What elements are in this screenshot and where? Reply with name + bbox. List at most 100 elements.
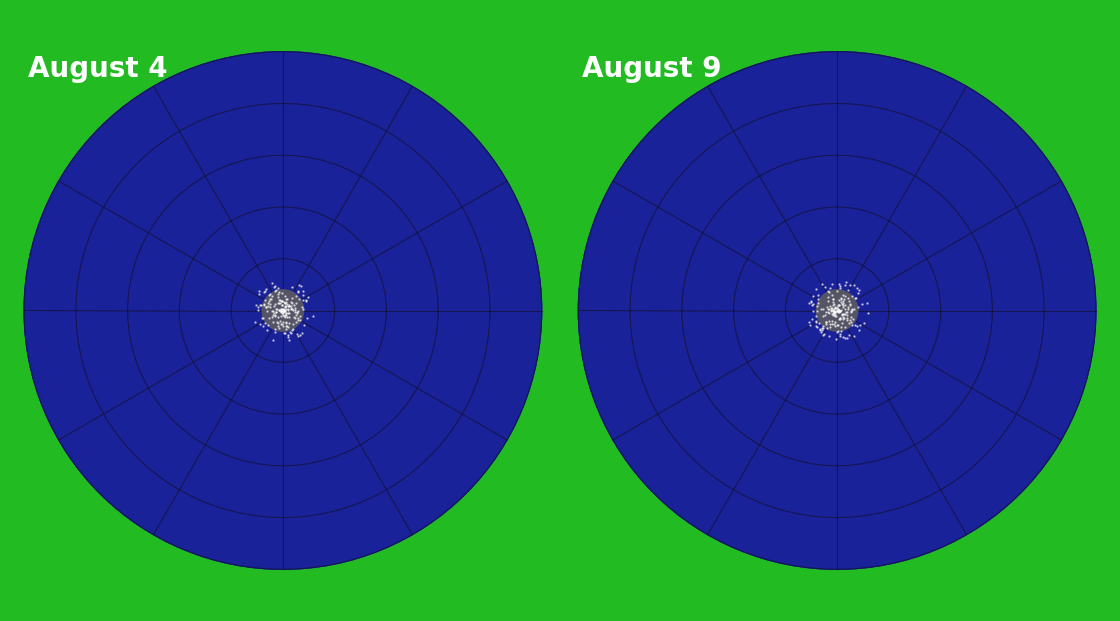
Point <box>821 301 839 310</box>
Point <box>840 319 858 329</box>
Point <box>836 309 853 319</box>
Point <box>823 309 841 319</box>
Point <box>291 311 309 321</box>
Point <box>830 300 848 310</box>
Point <box>825 319 843 329</box>
Point <box>823 305 841 315</box>
Point <box>824 294 842 304</box>
Point <box>295 304 312 314</box>
Point <box>844 280 862 290</box>
Point <box>827 306 844 316</box>
Point <box>279 299 297 309</box>
Point <box>263 306 281 316</box>
Point <box>819 307 837 317</box>
Point <box>830 306 848 316</box>
Point <box>820 315 838 325</box>
Point <box>834 289 852 299</box>
Point <box>824 307 842 317</box>
Point <box>263 278 281 288</box>
Point <box>270 295 288 305</box>
Point <box>810 289 828 299</box>
Point <box>818 324 836 333</box>
Point <box>840 330 858 340</box>
Point <box>278 317 296 327</box>
Point <box>828 334 846 344</box>
Point <box>843 306 861 315</box>
Point <box>277 301 295 311</box>
Point <box>804 299 822 309</box>
Point <box>274 306 292 315</box>
Point <box>276 302 293 312</box>
Point <box>274 317 292 327</box>
Point <box>832 293 850 303</box>
Point <box>834 312 852 322</box>
Point <box>273 306 291 315</box>
Point <box>268 317 286 327</box>
Point <box>278 317 296 327</box>
Point <box>279 332 297 342</box>
Point <box>804 306 822 316</box>
Point <box>830 314 848 324</box>
Point <box>837 299 855 309</box>
Point <box>832 304 850 314</box>
Point <box>837 280 855 290</box>
Point <box>288 307 306 317</box>
Text: August 9: August 9 <box>581 55 721 83</box>
Point <box>806 284 824 294</box>
Point <box>255 301 273 310</box>
Point <box>279 301 297 310</box>
Point <box>847 293 865 303</box>
Point <box>265 327 283 337</box>
Point <box>828 306 846 315</box>
Point <box>274 305 292 315</box>
Point <box>262 294 280 304</box>
Point <box>291 330 309 340</box>
Point <box>824 308 842 318</box>
Point <box>853 299 871 309</box>
Point <box>270 298 288 308</box>
Point <box>272 319 290 329</box>
Point <box>822 305 840 315</box>
Point <box>282 297 300 307</box>
Point <box>280 312 298 322</box>
Point <box>815 310 833 320</box>
Point <box>253 314 271 324</box>
Point <box>297 296 315 306</box>
Point <box>810 298 828 308</box>
Point <box>839 314 857 324</box>
Point <box>284 306 302 315</box>
Point <box>295 286 312 296</box>
Point <box>280 300 298 310</box>
Point <box>833 318 851 328</box>
Circle shape <box>816 290 858 331</box>
Circle shape <box>578 52 1095 569</box>
Point <box>273 300 291 310</box>
Point <box>289 313 307 323</box>
Point <box>832 297 850 307</box>
Point <box>831 306 849 316</box>
Point <box>828 306 846 316</box>
Point <box>844 304 862 314</box>
Point <box>276 305 293 315</box>
Point <box>287 314 305 324</box>
Point <box>831 306 849 316</box>
Point <box>289 315 307 325</box>
Point <box>273 308 291 318</box>
Point <box>282 304 300 314</box>
Point <box>843 291 861 301</box>
Point <box>824 306 842 315</box>
Point <box>834 312 852 322</box>
Point <box>825 321 843 331</box>
Point <box>800 298 818 308</box>
Point <box>296 320 314 330</box>
Point <box>279 308 297 318</box>
Point <box>814 321 832 331</box>
Point <box>823 303 841 313</box>
Point <box>292 281 310 291</box>
Point <box>808 322 825 332</box>
Point <box>833 302 851 312</box>
Point <box>827 309 844 319</box>
Point <box>820 304 838 314</box>
Point <box>272 304 290 314</box>
Point <box>273 301 291 310</box>
